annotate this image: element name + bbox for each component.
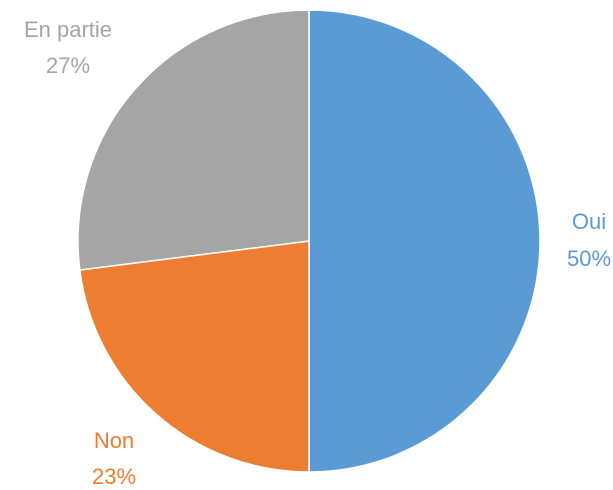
data-label-percent-en-partie: 27% <box>46 53 90 78</box>
data-label-name-non: Non <box>94 428 134 453</box>
pie-slice-oui <box>308 9 541 473</box>
pie-slice-non <box>78 240 310 473</box>
data-label-percent-oui: 50% <box>567 246 611 271</box>
data-label-name-en-partie: En partie <box>24 17 112 42</box>
pie-slice-en-partie <box>77 9 310 271</box>
data-label-percent-non: 23% <box>92 464 136 489</box>
data-label-name-oui: Oui <box>572 209 606 234</box>
